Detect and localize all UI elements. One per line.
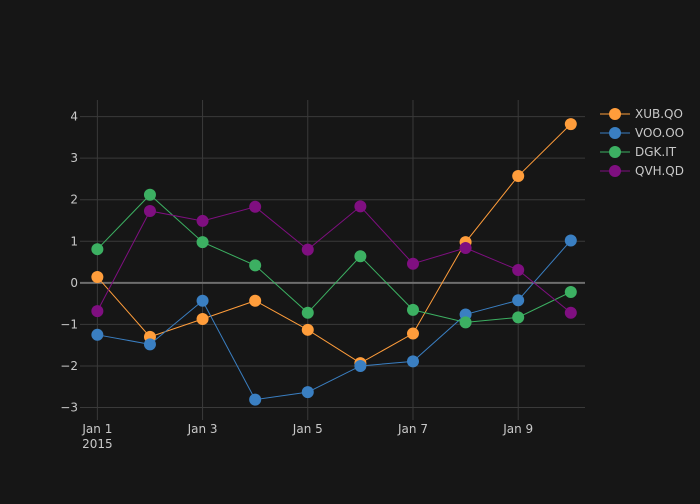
data-point <box>249 294 262 307</box>
legend-item[interactable]: QVH.QD <box>600 164 684 178</box>
data-point <box>354 250 367 263</box>
data-point <box>301 386 314 399</box>
legend-item[interactable]: XUB.QO <box>600 107 683 121</box>
x-tick-label: Jan 5 <box>292 422 323 436</box>
data-point <box>564 286 577 298</box>
data-point <box>406 327 419 340</box>
grid-layer <box>80 100 585 420</box>
data-point <box>143 338 156 351</box>
x-tick-label: Jan 1 <box>81 422 112 436</box>
data-point <box>512 311 525 324</box>
legend-label: VOO.OO <box>635 126 684 140</box>
data-point <box>301 306 314 319</box>
y-tick-label: −3 <box>60 401 78 415</box>
data-point <box>512 263 525 276</box>
x-tick-sublabel: 2015 <box>82 437 113 451</box>
series-dgk-it <box>91 188 577 329</box>
data-point <box>91 243 104 256</box>
x-tick-label: Jan 9 <box>502 422 533 436</box>
series-line <box>96 123 572 364</box>
y-tick-label: 4 <box>70 110 78 124</box>
legend-label: QVH.QD <box>635 164 684 178</box>
data-point <box>564 234 577 247</box>
data-point <box>91 305 104 318</box>
legend-marker <box>609 127 621 139</box>
data-point <box>459 316 472 329</box>
y-tick-label: 3 <box>70 151 78 165</box>
data-point <box>196 313 209 326</box>
series-qvh-qd <box>91 200 577 319</box>
series-line <box>97 240 572 401</box>
data-point <box>196 214 209 227</box>
data-point <box>459 241 472 254</box>
series-layer <box>91 118 577 406</box>
data-point <box>406 355 419 368</box>
data-point <box>196 294 209 307</box>
data-point <box>406 257 419 270</box>
data-point <box>512 294 525 307</box>
data-point <box>249 259 262 272</box>
data-point <box>564 306 577 319</box>
legend-label: XUB.QO <box>635 107 683 121</box>
data-point <box>512 170 525 183</box>
x-tick-label: Jan 3 <box>187 422 218 436</box>
data-point <box>196 236 209 249</box>
data-point <box>143 204 156 217</box>
y-tick-label: 1 <box>70 234 78 248</box>
legend-marker <box>609 108 621 120</box>
data-point <box>406 303 419 316</box>
series-voo-oo <box>91 234 577 406</box>
legend[interactable]: XUB.QO VOO.OO DGK.IT QVH.QD <box>600 107 684 178</box>
data-point <box>249 200 262 213</box>
data-point <box>301 323 314 336</box>
y-tick-label: 0 <box>70 276 78 290</box>
series-line <box>96 205 572 314</box>
y-tick-label: −1 <box>60 317 78 331</box>
x-tick-label: Jan 7 <box>397 422 428 436</box>
y-tick-label: −2 <box>60 359 78 373</box>
legend-item[interactable]: VOO.OO <box>600 126 684 140</box>
data-point <box>301 243 314 256</box>
data-point <box>91 328 104 341</box>
data-point <box>354 359 367 372</box>
y-tick-label: 2 <box>70 193 78 207</box>
legend-label: DGK.IT <box>635 145 677 159</box>
legend-marker <box>609 146 621 158</box>
data-point <box>249 393 262 406</box>
legend-marker <box>609 165 621 177</box>
data-point <box>91 271 104 284</box>
data-point <box>354 200 367 213</box>
legend-item[interactable]: DGK.IT <box>600 145 677 159</box>
data-point <box>143 188 156 201</box>
series-line <box>96 194 572 323</box>
data-point <box>564 118 577 131</box>
